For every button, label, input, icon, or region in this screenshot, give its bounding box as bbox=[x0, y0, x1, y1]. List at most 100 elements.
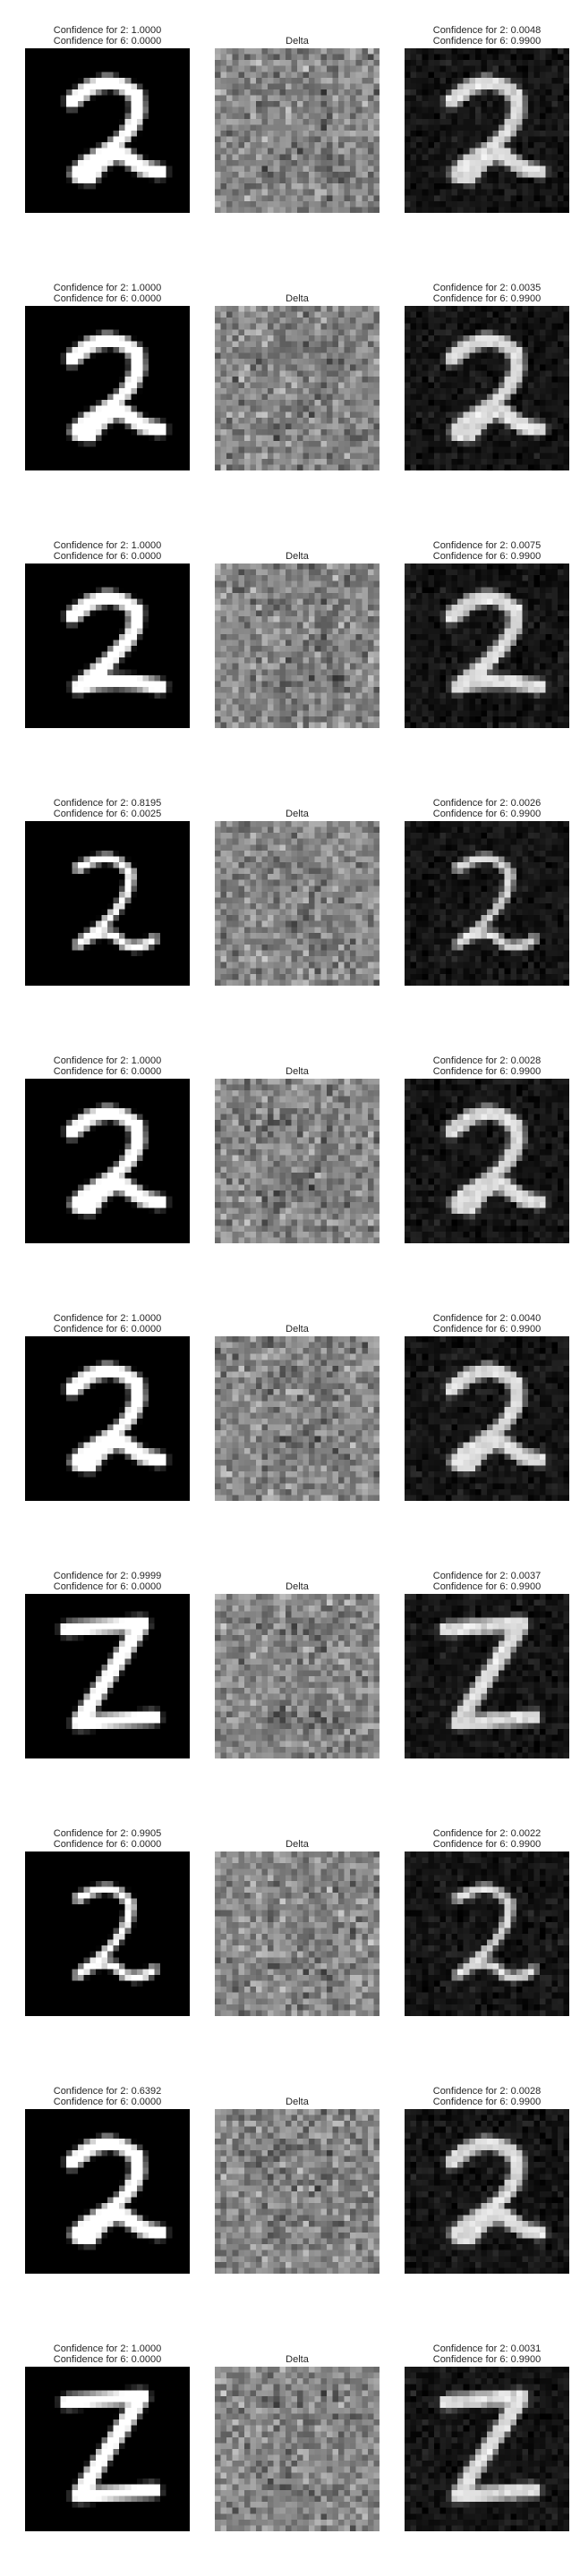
original-digit-image bbox=[25, 821, 190, 986]
confidence-line: Confidence for 2: 0.0028 bbox=[432, 1055, 542, 1066]
confidence-line: Confidence for 2: 1.0000 bbox=[53, 1055, 162, 1066]
delta-noise-image bbox=[215, 1079, 380, 1243]
confidence-line: Confidence for 6: 0.9900 bbox=[432, 1324, 542, 1335]
confidence-line: Confidence for 2: 0.0040 bbox=[432, 1313, 542, 1324]
example-row: Confidence for 2: 1.0000 Confidence for 6… bbox=[0, 1288, 580, 1546]
confidence-line: Confidence for 6: 0.0000 bbox=[53, 2354, 162, 2365]
confidence-line: Confidence for 6: 0.0000 bbox=[53, 551, 162, 562]
original-digit-image bbox=[25, 1594, 190, 1758]
delta-title: Delta bbox=[286, 551, 309, 562]
confidence-line: Confidence for 6: 0.0000 bbox=[53, 36, 162, 47]
confidence-line: Confidence for 6: 0.9900 bbox=[432, 1581, 542, 1592]
original-confidence-title: Confidence for 2: 0.6392 Confidence for 6… bbox=[0, 2086, 217, 2107]
confidence-line: Confidence for 2: 1.0000 bbox=[53, 2343, 162, 2354]
adversarial-confidence-title: Confidence for 2: 0.0037 Confidence for 6… bbox=[378, 1571, 580, 1592]
adversarial-confidence-title: Confidence for 2: 0.0026 Confidence for 6… bbox=[378, 798, 580, 819]
adversarial-confidence-title: Confidence for 2: 0.0035 Confidence for 6… bbox=[378, 283, 580, 304]
original-confidence-title: Confidence for 2: 1.0000 Confidence for 6… bbox=[0, 2343, 217, 2365]
example-row: Confidence for 2: 1.0000 Confidence for 6… bbox=[0, 258, 580, 515]
delta-noise-image bbox=[215, 564, 380, 728]
original-confidence-title: Confidence for 2: 0.9905 Confidence for 6… bbox=[0, 1828, 217, 1850]
confidence-line: Confidence for 6: 0.9900 bbox=[432, 1839, 542, 1850]
example-row: Confidence for 2: 0.6392 Confidence for 6… bbox=[0, 2061, 580, 2318]
delta-noise-image bbox=[215, 1852, 380, 2016]
original-digit-image bbox=[25, 2367, 190, 2531]
original-digit-image bbox=[25, 2109, 190, 2274]
confidence-line: Confidence for 2: 0.0026 bbox=[432, 798, 542, 809]
original-digit-image bbox=[25, 1336, 190, 1501]
adversarial-confidence-title: Confidence for 2: 0.0048 Confidence for 6… bbox=[378, 25, 580, 47]
confidence-line: Confidence for 2: 0.9999 bbox=[53, 1571, 162, 1581]
adversarial-confidence-title: Confidence for 2: 0.0040 Confidence for 6… bbox=[378, 1313, 580, 1335]
delta-title: Delta bbox=[286, 1066, 309, 1077]
confidence-line: Confidence for 6: 0.0025 bbox=[53, 809, 162, 819]
delta-title: Delta bbox=[286, 1581, 309, 1592]
adversarial-digit-image bbox=[405, 1852, 569, 2016]
adversarial-digit-image bbox=[405, 306, 569, 470]
confidence-line: Confidence for 6: 0.9900 bbox=[432, 551, 542, 562]
delta-title: Delta bbox=[286, 1324, 309, 1335]
example-row: Confidence for 2: 1.0000 Confidence for 6… bbox=[0, 0, 580, 258]
confidence-line: Confidence for 6: 0.0000 bbox=[53, 1066, 162, 1077]
delta-noise-image bbox=[215, 306, 380, 470]
delta-noise-image bbox=[215, 48, 380, 213]
adversarial-confidence-title: Confidence for 2: 0.0022 Confidence for 6… bbox=[378, 1828, 580, 1850]
example-row: Confidence for 2: 1.0000 Confidence for 6… bbox=[0, 1030, 580, 1288]
original-digit-image bbox=[25, 306, 190, 470]
delta-title: Delta bbox=[286, 1839, 309, 1850]
adversarial-digit-image bbox=[405, 564, 569, 728]
adversarial-confidence-title: Confidence for 2: 0.0028 Confidence for 6… bbox=[378, 1055, 580, 1077]
adversarial-digit-image bbox=[405, 821, 569, 986]
example-row: Confidence for 2: 1.0000 Confidence for 6… bbox=[0, 515, 580, 773]
adversarial-confidence-title: Confidence for 2: 0.0028 Confidence for 6… bbox=[378, 2086, 580, 2107]
confidence-line: Confidence for 2: 0.0028 bbox=[432, 2086, 542, 2097]
confidence-line: Confidence for 2: 0.9905 bbox=[53, 1828, 162, 1839]
original-confidence-title: Confidence for 2: 1.0000 Confidence for 6… bbox=[0, 1313, 217, 1335]
confidence-line: Confidence for 6: 0.0000 bbox=[53, 2097, 162, 2107]
confidence-line: Confidence for 6: 0.0000 bbox=[53, 1581, 162, 1592]
delta-noise-image bbox=[215, 2109, 380, 2274]
delta-title: Delta bbox=[286, 36, 309, 47]
delta-title: Delta bbox=[286, 293, 309, 304]
original-confidence-title: Confidence for 2: 1.0000 Confidence for 6… bbox=[0, 25, 217, 47]
original-digit-image bbox=[25, 1852, 190, 2016]
confidence-line: Confidence for 2: 1.0000 bbox=[53, 1313, 162, 1324]
delta-title: Delta bbox=[286, 809, 309, 819]
adversarial-digit-image bbox=[405, 2109, 569, 2274]
confidence-line: Confidence for 2: 0.0037 bbox=[432, 1571, 542, 1581]
confidence-line: Confidence for 2: 0.0022 bbox=[432, 1828, 542, 1839]
original-confidence-title: Confidence for 2: 1.0000 Confidence for 6… bbox=[0, 283, 217, 304]
confidence-line: Confidence for 2: 0.8195 bbox=[53, 798, 162, 809]
delta-noise-image bbox=[215, 2367, 380, 2531]
confidence-line: Confidence for 6: 0.9900 bbox=[432, 293, 542, 304]
adversarial-digit-image bbox=[405, 48, 569, 213]
original-digit-image bbox=[25, 48, 190, 213]
original-digit-image bbox=[25, 564, 190, 728]
adversarial-confidence-title: Confidence for 2: 0.0031 Confidence for 6… bbox=[378, 2343, 580, 2365]
original-confidence-title: Confidence for 2: 0.8195 Confidence for 6… bbox=[0, 798, 217, 819]
confidence-line: Confidence for 6: 0.9900 bbox=[432, 1066, 542, 1077]
confidence-line: Confidence for 6: 0.0000 bbox=[53, 1324, 162, 1335]
adversarial-digit-image bbox=[405, 2367, 569, 2531]
confidence-line: Confidence for 2: 1.0000 bbox=[53, 25, 162, 36]
confidence-line: Confidence for 6: 0.9900 bbox=[432, 36, 542, 47]
delta-title: Delta bbox=[286, 2354, 309, 2365]
confidence-line: Confidence for 2: 0.0075 bbox=[432, 540, 542, 551]
adversarial-confidence-title: Confidence for 2: 0.0075 Confidence for 6… bbox=[378, 540, 580, 562]
confidence-line: Confidence for 6: 0.9900 bbox=[432, 2097, 542, 2107]
example-row: Confidence for 2: 1.0000 Confidence for 6… bbox=[0, 2318, 580, 2576]
adversarial-digit-image bbox=[405, 1594, 569, 1758]
confidence-line: Confidence for 6: 0.0000 bbox=[53, 1839, 162, 1850]
original-confidence-title: Confidence for 2: 1.0000 Confidence for 6… bbox=[0, 1055, 217, 1077]
example-row: Confidence for 2: 0.9905 Confidence for 6… bbox=[0, 1803, 580, 2061]
example-row: Confidence for 2: 0.9999 Confidence for 6… bbox=[0, 1546, 580, 1803]
confidence-line: Confidence for 2: 1.0000 bbox=[53, 283, 162, 293]
delta-title: Delta bbox=[286, 2097, 309, 2107]
confidence-line: Confidence for 6: 0.9900 bbox=[432, 2354, 542, 2365]
confidence-line: Confidence for 6: 0.9900 bbox=[432, 809, 542, 819]
delta-noise-image bbox=[215, 821, 380, 986]
confidence-line: Confidence for 6: 0.0000 bbox=[53, 293, 162, 304]
example-row: Confidence for 2: 0.8195 Confidence for 6… bbox=[0, 773, 580, 1030]
confidence-line: Confidence for 2: 1.0000 bbox=[53, 540, 162, 551]
